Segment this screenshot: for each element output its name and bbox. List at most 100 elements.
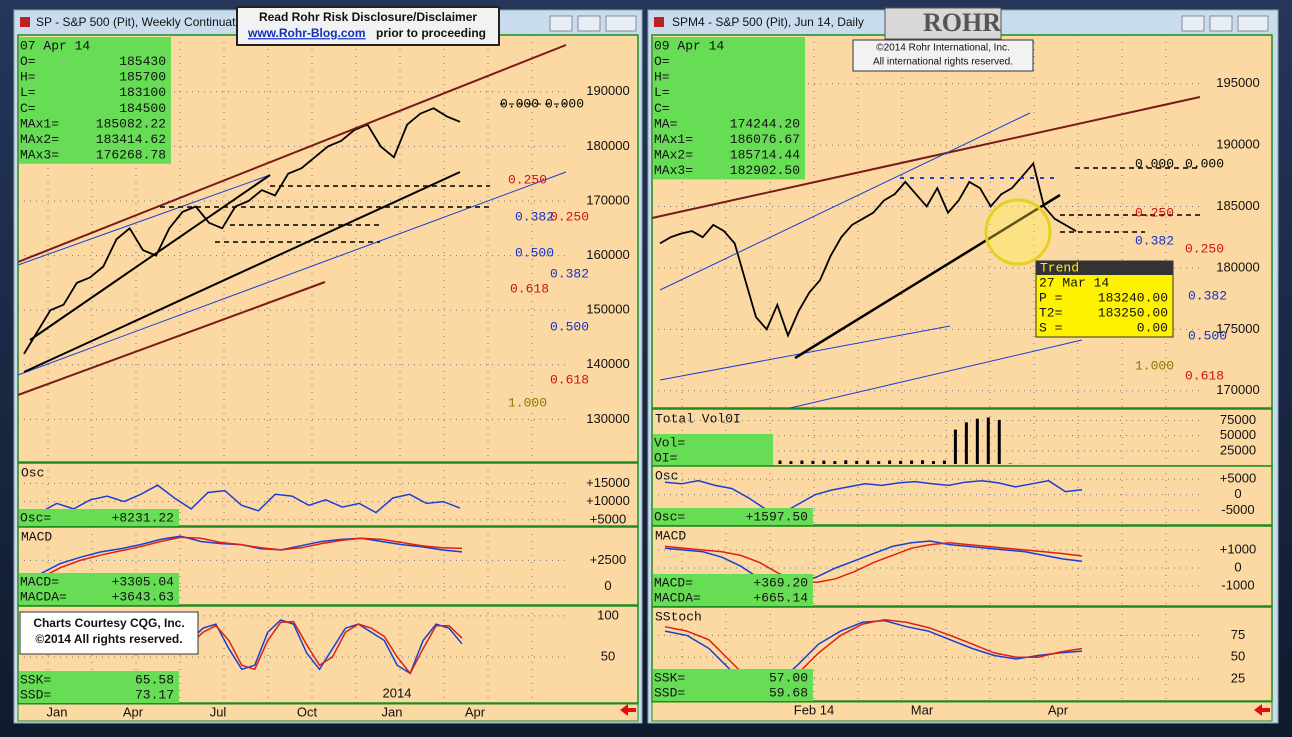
- scroll-arrow[interactable]: [1254, 704, 1270, 716]
- fib-label: 0.500: [550, 319, 589, 334]
- info-label: MAx1=: [20, 116, 59, 131]
- info-value: +3643.63: [112, 589, 174, 604]
- info-box: [653, 669, 813, 701]
- tooltip-text: T2=: [1039, 305, 1063, 320]
- info-label: MACD=: [654, 575, 693, 590]
- panel-label: Osc: [655, 468, 678, 483]
- info-label: L=: [654, 85, 670, 100]
- info-box: [653, 37, 805, 180]
- courtesy-box: [19, 611, 199, 655]
- close[interactable]: [1237, 15, 1269, 32]
- series-line: [659, 161, 1077, 338]
- volume-bar: [822, 460, 826, 464]
- disclaimer-suffix: prior to proceeding: [376, 26, 486, 40]
- title-icon: [654, 17, 664, 27]
- fib-label: 0.250: [550, 209, 589, 224]
- window-title: SP - S&P 500 (Pit), Weekly Continuation: [36, 15, 251, 29]
- disclaimer-text: Read Rohr Risk Disclosure/Disclaimer: [259, 10, 477, 24]
- trend-line: [17, 281, 326, 396]
- y-tick-label: 170000: [1216, 382, 1259, 397]
- fib-label: 0.500: [515, 245, 554, 260]
- tooltip-text: P =: [1039, 290, 1063, 305]
- info-value: 73.17: [135, 687, 174, 702]
- minimize[interactable]: [1181, 15, 1205, 32]
- volume-bar: [953, 429, 957, 464]
- copyright-text: ©2014 Rohr International, Inc.: [876, 43, 1010, 54]
- info-value: 59.68: [769, 685, 808, 700]
- y-tick-label: 170000: [586, 192, 629, 207]
- maximize[interactable]: [577, 15, 601, 32]
- volume-bar: [931, 461, 935, 464]
- close[interactable]: [605, 15, 637, 32]
- fib-label: 0.250: [1135, 205, 1174, 220]
- info-label: O=: [654, 54, 670, 69]
- x-tick-label: Jan: [382, 704, 403, 719]
- y-tick-label: 100: [597, 607, 619, 622]
- volume-bar: [833, 461, 837, 464]
- minimize[interactable]: [549, 15, 573, 32]
- info-label: MACDA=: [654, 590, 701, 605]
- info-box: [653, 434, 773, 466]
- y-tick-label: +15000: [586, 475, 630, 490]
- maximize[interactable]: [1209, 15, 1233, 32]
- y-tick-label: 190000: [1216, 137, 1259, 152]
- info-label: C=: [20, 101, 36, 116]
- info-label: 07 Apr 14: [20, 38, 90, 53]
- y-tick-label: 185000: [1216, 198, 1259, 213]
- info-label: H=: [20, 70, 36, 85]
- info-label: MAx3=: [654, 163, 693, 178]
- series-line: [189, 619, 463, 675]
- series-line: [39, 536, 463, 579]
- logo: ROHR: [923, 8, 1001, 37]
- y-tick-label: 75000: [1220, 412, 1256, 427]
- info-value: 186076.67: [730, 132, 800, 147]
- trend-line: [17, 44, 567, 263]
- info-value: 174244.20: [730, 116, 800, 131]
- y-tick-label: +1000: [1220, 541, 1257, 556]
- tooltip-text: 27 Mar 14: [1039, 275, 1109, 290]
- volume-bar: [789, 461, 793, 464]
- tooltip-text: S =: [1039, 320, 1063, 335]
- volume-bar: [855, 460, 859, 464]
- x-tick-label: Apr: [1048, 702, 1069, 717]
- volume-bar: [899, 460, 903, 464]
- time-axis: [651, 701, 1273, 722]
- fib-label: 0.382: [1135, 233, 1174, 248]
- info-label: SSD=: [654, 685, 685, 700]
- panel-label: MACD: [655, 528, 686, 543]
- title-icon: [20, 17, 30, 27]
- info-label: SSK=: [20, 672, 51, 687]
- info-value: 185082.22: [96, 116, 166, 131]
- y-tick-label: -5000: [1221, 502, 1254, 517]
- fib-label: 0.000: [1135, 156, 1174, 171]
- info-value: +1597.50: [746, 509, 808, 524]
- y-tick-label: 195000: [1216, 75, 1259, 90]
- volume-bar: [986, 417, 990, 464]
- trend-line: [17, 171, 567, 376]
- info-label: MAx2=: [20, 132, 59, 147]
- year-label: 2014: [383, 685, 412, 700]
- scroll-arrow[interactable]: [620, 704, 636, 716]
- fib-label: 0.250: [508, 172, 547, 187]
- y-tick-label: 25: [1231, 670, 1245, 685]
- tooltip-text: 183250.00: [1098, 305, 1168, 320]
- info-label: Osc=: [654, 509, 685, 524]
- info-label: C=: [654, 101, 670, 116]
- info-label: Vol=: [654, 435, 685, 450]
- info-value: +665.14: [753, 590, 808, 605]
- x-tick-label: Feb 14: [794, 702, 834, 717]
- info-value: 184500: [119, 101, 166, 116]
- y-tick-label: 50: [1231, 649, 1245, 664]
- volume-bar: [975, 418, 979, 464]
- fib-label: 0.618: [550, 372, 589, 387]
- disclaimer-link[interactable]: www.Rohr-Blog.com: [247, 26, 366, 40]
- info-label: MAx1=: [654, 132, 693, 147]
- y-tick-label: 175000: [1216, 321, 1259, 336]
- info-label: O=: [20, 54, 36, 69]
- y-tick-label: 0: [1234, 559, 1241, 574]
- y-tick-label: -1000: [1221, 577, 1254, 592]
- info-box: [19, 573, 179, 605]
- trend-line: [659, 112, 1031, 291]
